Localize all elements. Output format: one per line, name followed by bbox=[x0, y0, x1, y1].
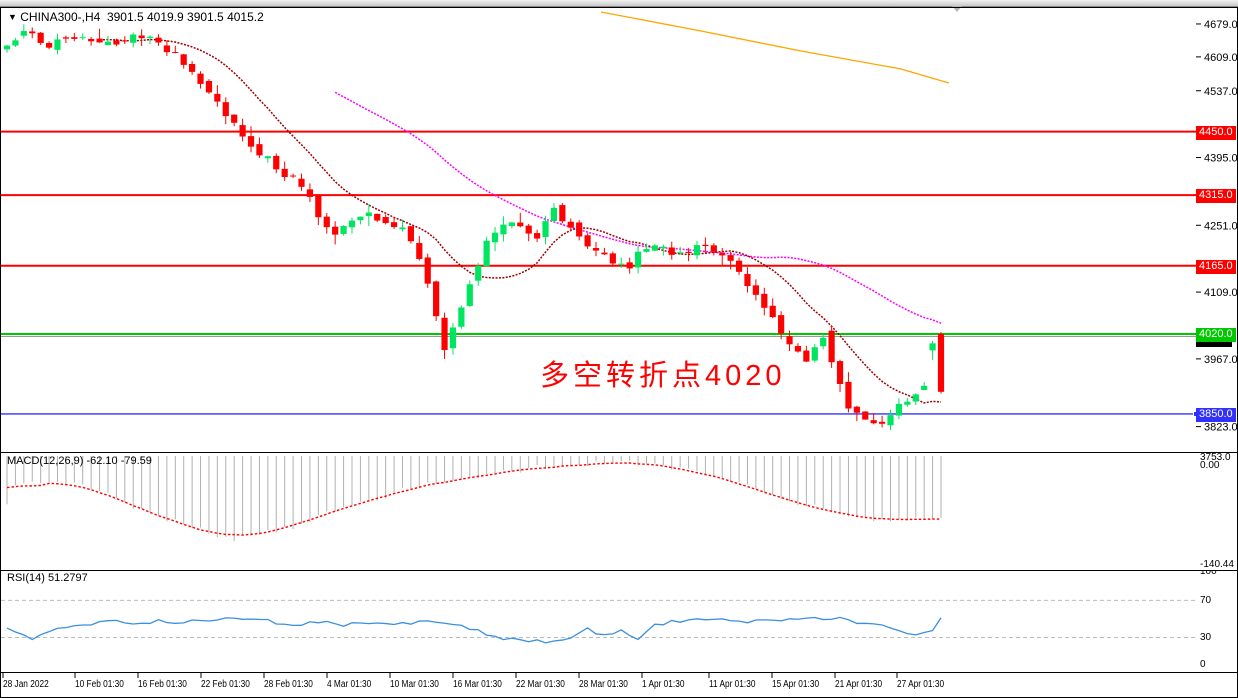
svg-text:4395.0: 4395.0 bbox=[1204, 153, 1238, 165]
svg-text:4537.0: 4537.0 bbox=[1204, 86, 1238, 98]
svg-text:3967.0: 3967.0 bbox=[1204, 354, 1238, 366]
svg-text:4109.0: 4109.0 bbox=[1204, 287, 1238, 299]
svg-text:4609.0: 4609.0 bbox=[1204, 52, 1238, 64]
svg-text:3823.0: 3823.0 bbox=[1204, 422, 1238, 434]
svg-text:4679.0: 4679.0 bbox=[1204, 19, 1238, 31]
svg-text:4251.0: 4251.0 bbox=[1204, 220, 1238, 232]
